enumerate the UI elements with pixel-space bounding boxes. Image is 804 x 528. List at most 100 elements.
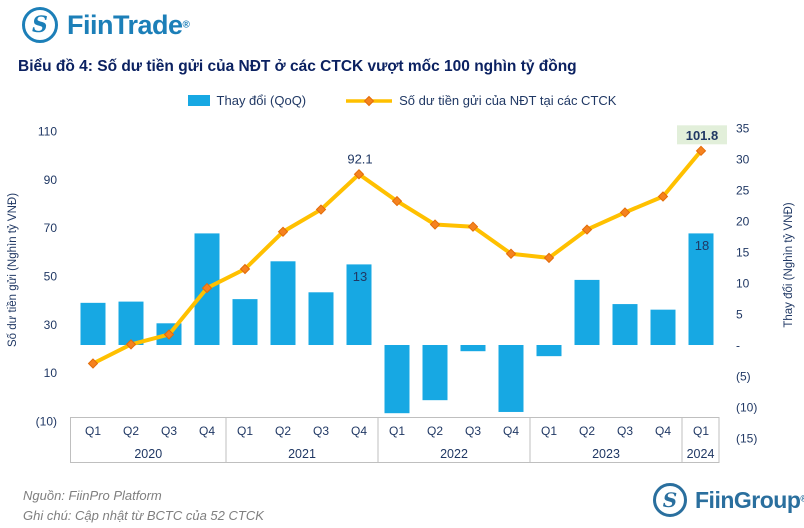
left-axis-tick: 30 (44, 318, 58, 332)
quarter-label: Q1 (693, 424, 709, 438)
registered-mark: ® (182, 19, 190, 31)
bar-q4-2023 (650, 309, 676, 345)
fiintrade-logo-icon: S (22, 7, 58, 43)
quarter-label: Q1 (541, 424, 557, 438)
line-marker-q1-2021 (239, 263, 251, 275)
line-marker-q1-2023 (543, 252, 555, 264)
right-axis-tick: 25 (736, 184, 750, 198)
bar-q4-2022 (498, 345, 524, 412)
year-label: 2020 (134, 447, 162, 461)
bar-q2-2020 (118, 301, 144, 345)
fiintrade-logo: S FiinTrade® (22, 7, 190, 43)
right-axis-tick: (10) (736, 401, 757, 415)
year-label: 2024 (687, 447, 715, 461)
quarter-label: Q4 (199, 424, 215, 438)
right-axis-tick: 10 (736, 277, 750, 291)
combo-chart: 110 90 70 50 30 10 (10) 35 30 25 20 15 10 5 - (5) (10) (1… (7, 122, 795, 463)
line-data-label: 92.1 (347, 151, 372, 166)
left-axis-tick: 110 (38, 125, 57, 139)
line-marker-q4-2021 (353, 169, 365, 180)
right-axis-tick: 5 (736, 308, 743, 322)
quarter-label: Q4 (503, 424, 519, 438)
line-marker-q3-2023 (619, 207, 631, 218)
line-marker-q1-2020 (87, 358, 99, 369)
line-marker-q2-2020 (125, 339, 137, 350)
right-axis-tick: 15 (736, 246, 750, 260)
line-marker-q4-2022 (505, 248, 517, 259)
legend-item-bar: Thay đổi (QoQ) (187, 93, 307, 108)
right-axis-tick: 20 (736, 215, 750, 229)
bar-swatch-icon (187, 95, 210, 106)
bar-q3-2021 (308, 292, 334, 345)
line-marker-q3-2020 (163, 329, 175, 340)
quarter-label: Q4 (655, 424, 671, 438)
page-title: Biểu đồ 4: Số dư tiền gửi của NĐT ở các … (18, 58, 577, 75)
source-note: Nguồn: FiinPro Platform (23, 488, 162, 503)
bar-q3-2023 (612, 304, 638, 345)
line-marker-q2-2023 (581, 224, 593, 235)
quarter-label: Q1 (237, 424, 253, 438)
bar-data-label: 18 (695, 238, 709, 253)
bar-q3-2022 (460, 345, 486, 352)
quarter-label: Q2 (275, 424, 291, 438)
bar-q2-2022 (422, 345, 448, 401)
line-swatch-icon (346, 95, 393, 106)
highlight-box (677, 125, 727, 145)
footer-notes: Nguồn: FiinPro Platform Ghi chú: Cập nhậ… (23, 486, 264, 526)
left-axis-title: Số dư tiền gửi (Nghìn tỷ VNĐ) (7, 193, 19, 347)
bar-q4-2021 (346, 264, 372, 345)
quarter-label: Q4 (351, 424, 367, 438)
quarter-label: Q1 (389, 424, 405, 438)
line-marker-q3-2021 (315, 204, 327, 215)
x-axis-box (70, 417, 720, 463)
bar-q1-2023 (536, 345, 562, 357)
line-marker-q4-2020 (201, 282, 213, 294)
line-marker-q1-2024 (695, 145, 707, 157)
fiingroup-logo: S FiinGroup® (653, 483, 804, 517)
line-data-label: 101.8 (686, 128, 719, 143)
quarter-label: Q3 (465, 424, 481, 438)
bar-q1-2020 (80, 302, 106, 345)
bar-q1-2024 (688, 233, 714, 345)
bar-q2-2021 (270, 261, 296, 345)
right-axis-tick: 35 (736, 122, 750, 136)
left-axis-tick: (10) (36, 415, 57, 429)
left-axis-tick: 50 (44, 270, 58, 284)
quarter-label: Q3 (313, 424, 329, 438)
line-marker-q4-2023 (657, 191, 669, 202)
left-axis-tick: 90 (44, 173, 58, 187)
quarter-label: Q2 (123, 424, 139, 438)
registered-mark: ® (800, 493, 804, 504)
quarter-label: Q2 (427, 424, 443, 438)
chart-legend: Thay đổi (QoQ) Số dư tiền gửi của NĐT tạ… (0, 93, 804, 108)
year-label: 2021 (288, 447, 316, 461)
right-axis-tick: 30 (736, 153, 750, 167)
quarter-label: Q2 (579, 424, 595, 438)
line-marker-q3-2022 (467, 221, 479, 232)
quarter-label: Q3 (617, 424, 633, 438)
bar-q2-2023 (574, 279, 600, 345)
year-label: 2023 (592, 447, 620, 461)
quarter-label: Q1 (85, 424, 101, 438)
bar-q1-2022 (384, 345, 410, 414)
right-axis-tick: (5) (736, 370, 751, 384)
line-marker-q2-2021 (277, 226, 289, 237)
line-marker-q1-2022 (391, 195, 403, 207)
deposit-line (91, 148, 703, 366)
legend-item-line: Số dư tiền gửi của NĐT tại các CTCK (346, 93, 616, 108)
left-axis-tick: 70 (44, 221, 58, 235)
right-axis-tick: (15) (736, 432, 757, 446)
fiingroup-logo-icon: S (653, 483, 687, 517)
legend-line-label: Số dư tiền gửi của NĐT tại các CTCK (399, 93, 617, 108)
bar-data-label: 13 (353, 269, 367, 284)
fiingroup-logo-text: FiinGroup (695, 486, 801, 513)
legend-bar-label: Thay đổi (QoQ) (216, 93, 307, 108)
update-note: Ghi chú: Cập nhật từ BCTC của 52 CTCK (23, 508, 264, 523)
year-label: 2022 (440, 447, 468, 461)
quarter-label: Q3 (161, 424, 177, 438)
left-axis-tick: 10 (44, 366, 58, 380)
fiintrade-logo-text: FiinTrade (67, 9, 183, 40)
right-axis-title: Thay đổi (Nghìn tỷ VNĐ) (783, 202, 795, 327)
line-marker-q2-2022 (429, 219, 441, 230)
